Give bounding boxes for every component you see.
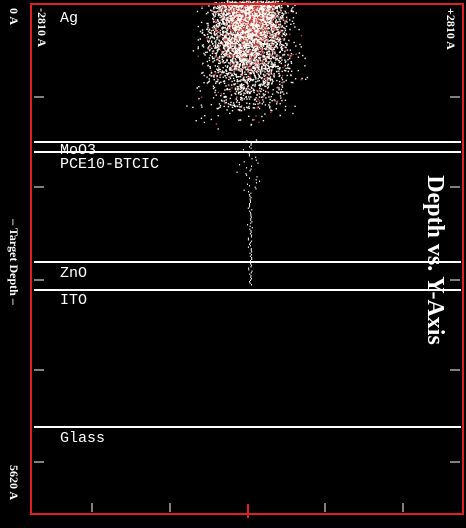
layer-label: ZnO	[60, 265, 87, 282]
bottom-depth-label: 5620 A	[7, 465, 21, 500]
ticks	[34, 96, 460, 512]
left-y-label: -2810 A	[35, 8, 49, 47]
depth-axis-title: – Target Depth –	[7, 218, 21, 306]
ion-dots	[197, 0, 303, 125]
top-depth-label: 0 A	[7, 8, 21, 25]
layer-label: Glass	[60, 430, 105, 447]
layer-label: ITO	[60, 292, 87, 309]
right-y-label: +2810 A	[444, 8, 458, 50]
ion-cloud	[186, 0, 309, 286]
layer-label: Ag	[60, 10, 78, 27]
layer-label: MoO3	[60, 142, 96, 159]
plot-title: Depth vs. Y-Axis	[422, 175, 448, 345]
ion-dots	[186, 0, 309, 286]
layer-boundaries	[34, 141, 461, 428]
layer-label: PCE10-BTCIC	[60, 156, 159, 173]
